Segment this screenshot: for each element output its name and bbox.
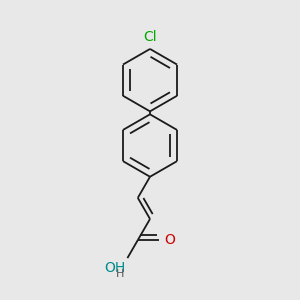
Text: H: H bbox=[116, 269, 124, 279]
Text: Cl: Cl bbox=[143, 31, 157, 44]
Text: OH: OH bbox=[104, 261, 125, 275]
Text: O: O bbox=[165, 233, 176, 247]
